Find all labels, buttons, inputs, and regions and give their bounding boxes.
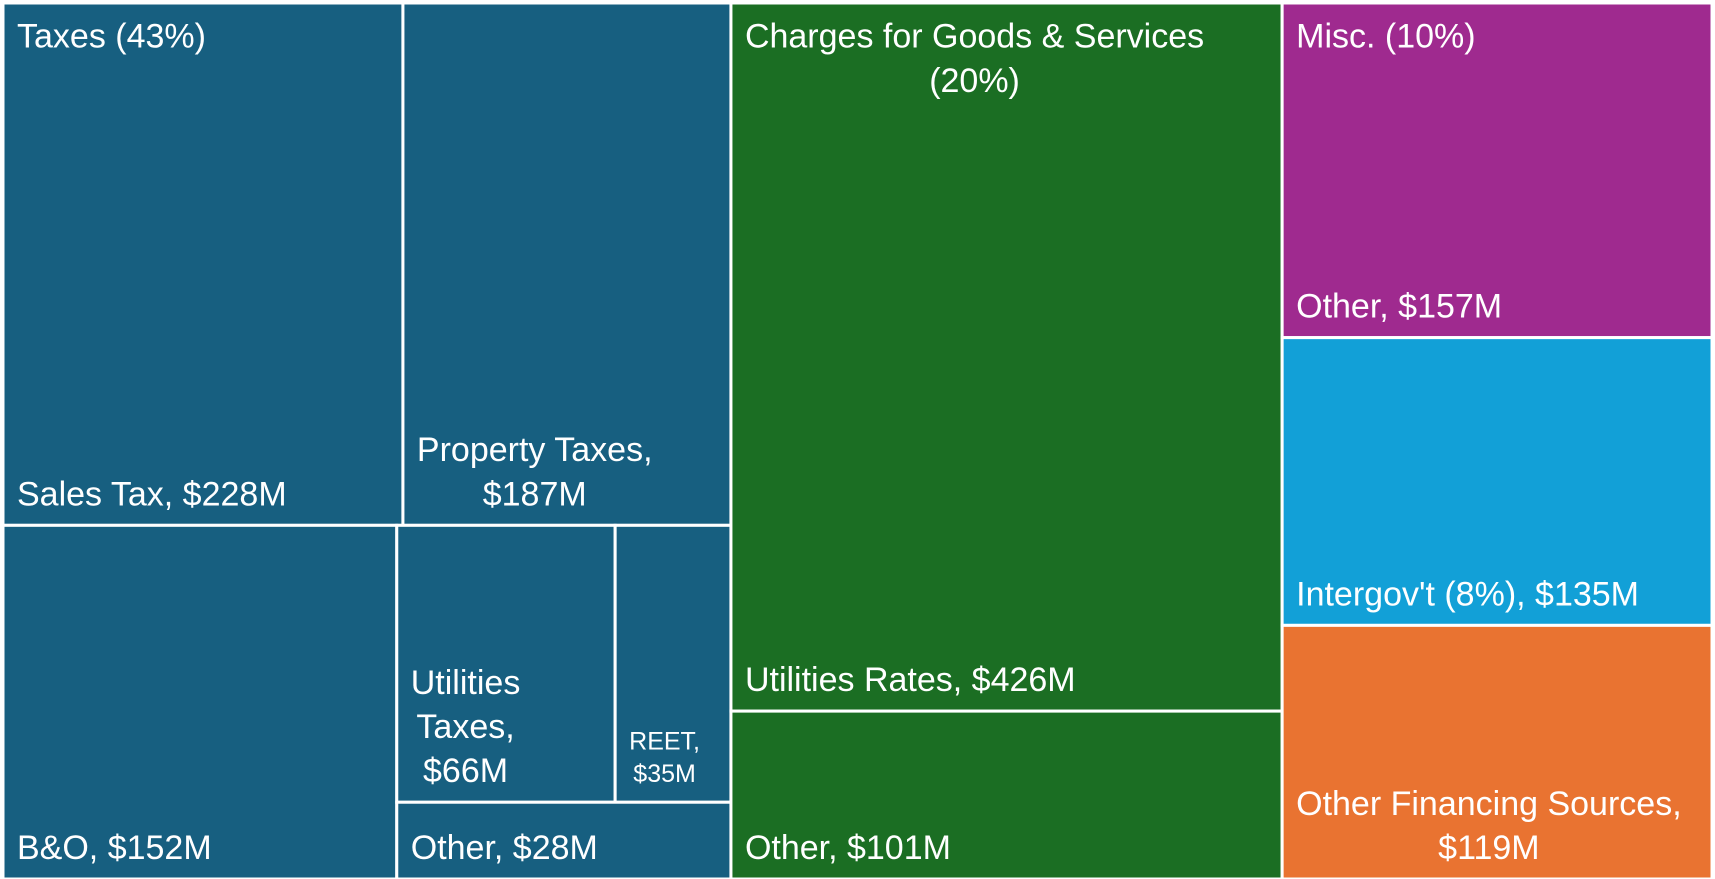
treemap-cell xyxy=(395,523,617,804)
cell-label: Other, $157M xyxy=(1296,288,1502,326)
group-label: Misc. (10%) xyxy=(1296,18,1475,56)
group-label: Charges for Goods & Services (20%) xyxy=(745,18,1204,100)
cell-label: Other Financing Sources, $119M xyxy=(1296,785,1682,867)
cell-label: Other, $28M xyxy=(411,829,598,867)
treemap-cell xyxy=(1280,1,1714,340)
cell-label: Property Taxes, $187M xyxy=(417,431,653,513)
treemap-cell xyxy=(729,1,1284,713)
cell-label: Utilities Taxes, $66M xyxy=(411,664,521,790)
treemap-cell xyxy=(1280,623,1714,879)
treemap-cell xyxy=(729,709,1284,879)
group-label: Taxes (43%) xyxy=(17,18,206,56)
treemap-cell xyxy=(613,523,733,804)
cell-label: Other, $101M xyxy=(745,829,951,867)
treemap-cell xyxy=(1,523,399,879)
cell-label: Intergov't (8%), $135M xyxy=(1296,575,1639,613)
cell-label: REET, $35M xyxy=(629,728,700,789)
treemap-cell xyxy=(401,1,733,527)
cell-label: Utilities Rates, $426M xyxy=(745,661,1076,699)
cell-label: Sales Tax, $228M xyxy=(17,475,287,513)
treemap-cell xyxy=(1,1,405,527)
cell-label: B&O, $152M xyxy=(17,829,212,867)
